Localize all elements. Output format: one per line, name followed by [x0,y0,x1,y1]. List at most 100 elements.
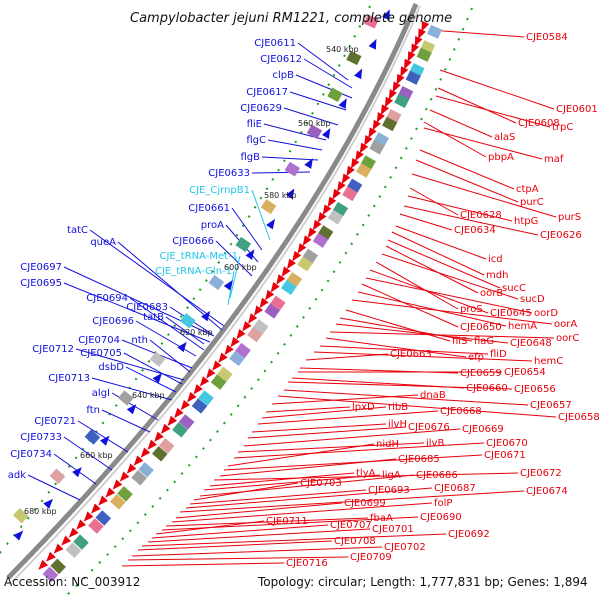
gene-label-forward[interactable]: oorB [480,288,503,299]
forward-gene-arrow[interactable] [110,479,123,492]
gene-feature-box[interactable] [346,178,363,194]
gene-feature-box[interactable] [49,468,66,484]
gene-label-reverse[interactable]: CJE0629 [240,103,282,114]
gene-label-reverse[interactable]: ftn [86,405,100,416]
gene-label-forward[interactable]: maf [544,154,564,165]
gene-label-forward[interactable]: CJE0671 [484,450,526,461]
gene-label-forward[interactable]: CJE0703 [300,478,342,489]
gene-label-forward[interactable]: CJE0692 [448,529,490,540]
gene-label-reverse[interactable]: CJE0683 [126,302,168,313]
gene-label-forward[interactable]: nidH [376,439,399,450]
forward-gene-arrow[interactable] [190,384,203,397]
forward-gene-arrow[interactable] [117,471,130,485]
gene-feature-box[interactable] [346,50,362,66]
forward-gene-arrow[interactable] [414,28,426,40]
gene-label-forward[interactable]: purC [520,197,544,208]
reverse-gene-arrow[interactable] [99,433,113,446]
forward-gene-arrow[interactable] [215,352,228,366]
forward-gene-arrow[interactable] [408,43,420,56]
forward-gene-arrow[interactable] [373,112,385,125]
gene-feature-box[interactable] [42,566,59,583]
gene-feature-box[interactable] [65,542,82,558]
gene-label-forward[interactable]: trpC [552,122,573,133]
gene-label-reverse[interactable]: CJE0696 [92,316,134,327]
forward-gene-arrow[interactable] [221,344,234,358]
forward-gene-arrow[interactable] [329,188,341,202]
reverse-gene-arrow[interactable] [321,126,334,139]
gene-label-forward[interactable]: efp [468,352,484,363]
gene-feature-box[interactable] [235,236,252,252]
forward-gene-arrow[interactable] [361,135,373,148]
gene-label-reverse[interactable]: CJE0617 [246,87,288,98]
gene-feature-box[interactable] [198,390,214,406]
gene-label-reverse[interactable]: nth [131,335,148,346]
gene-label-forward[interactable]: oorD [534,308,558,319]
gene-label-reverse[interactable]: clpB [273,70,295,81]
gene-feature-box[interactable] [286,272,303,288]
gene-label-forward[interactable]: flaG [474,336,494,347]
forward-gene-arrow[interactable] [164,415,178,429]
gene-feature-box[interactable] [327,87,343,103]
gene-feature-box[interactable] [260,199,277,215]
gene-feature-box[interactable] [117,486,133,502]
gene-label-forward[interactable]: CJE0716 [286,558,328,569]
gene-label-forward[interactable]: CJE0663 [390,349,432,360]
gene-label-forward[interactable]: hemA [508,321,537,332]
forward-gene-arrow[interactable] [251,305,263,318]
gene-feature-box[interactable] [427,24,443,39]
gene-feature-box[interactable] [149,351,166,367]
gene-label-forward[interactable]: CJE0660 [466,383,508,394]
gene-label-reverse[interactable]: CJE0697 [20,262,62,273]
reverse-gene-arrow[interactable] [354,67,366,80]
gene-feature-box[interactable] [327,209,344,225]
gene-label-reverse[interactable]: CJE0611 [254,38,296,49]
gene-label-forward[interactable]: CJE0601 [556,104,598,115]
forward-gene-arrow[interactable] [197,376,210,389]
forward-gene-arrow[interactable] [334,181,346,194]
gene-feature-box[interactable] [118,390,134,406]
gene-label-forward[interactable]: alaS [494,132,515,143]
forward-gene-arrow[interactable] [151,431,164,445]
gene-label-forward[interactable]: CJE0657 [530,400,572,411]
forward-gene-arrow[interactable] [284,258,296,272]
gene-label-forward[interactable]: CJE0707 [330,520,372,531]
forward-gene-arrow[interactable] [352,150,364,163]
forward-gene-arrow[interactable] [158,423,171,437]
forward-gene-arrow[interactable] [239,321,252,334]
gene-label-forward[interactable]: sucD [520,294,545,305]
forward-gene-arrow[interactable] [103,487,116,500]
gene-feature-box[interactable] [373,132,389,147]
reverse-gene-arrow[interactable] [368,37,381,50]
gene-label-forward[interactable]: CJE0656 [514,384,556,395]
gene-feature-box[interactable] [172,422,188,438]
forward-gene-arrow[interactable] [365,127,377,140]
gene-feature-box[interactable] [317,225,334,241]
forward-gene-arrow[interactable] [289,250,302,264]
gene-label-forward[interactable]: folP [434,498,452,509]
reverse-gene-arrow[interactable] [285,186,298,200]
gene-label-forward[interactable]: CJE0670 [486,438,528,449]
gene-feature-box[interactable] [284,161,301,177]
forward-gene-arrow[interactable] [400,58,412,71]
gene-label-reverse[interactable]: tatB [143,312,164,323]
gene-label-forward[interactable]: icd [488,254,503,265]
forward-gene-arrow[interactable] [273,274,286,287]
gene-feature-box[interactable] [88,518,104,534]
gene-label-reverse[interactable]: flgC [246,135,266,146]
gene-label-forward[interactable]: CJE0690 [420,512,462,523]
gene-label-forward[interactable]: CJE0699 [344,498,386,509]
gene-label-forward[interactable]: ligA [382,470,401,481]
gene-label-reverse[interactable]: CJE0704 [78,335,120,346]
forward-gene-arrow[interactable] [377,104,390,117]
gene-feature-box[interactable] [50,558,66,575]
gene-feature-box[interactable] [356,163,372,178]
forward-gene-arrow[interactable] [385,89,397,102]
gene-label-forward[interactable]: proS [460,304,483,315]
gene-label-forward[interactable]: CJE0645 [490,308,532,319]
forward-gene-arrow[interactable] [267,282,280,295]
reverse-gene-arrow[interactable] [152,370,166,384]
gene-label-forward[interactable]: CJE0676 [408,422,450,433]
reverse-gene-arrow[interactable] [338,96,350,109]
gene-label-reverse[interactable]: CJE0713 [48,373,90,384]
forward-gene-arrow[interactable] [35,559,49,573]
